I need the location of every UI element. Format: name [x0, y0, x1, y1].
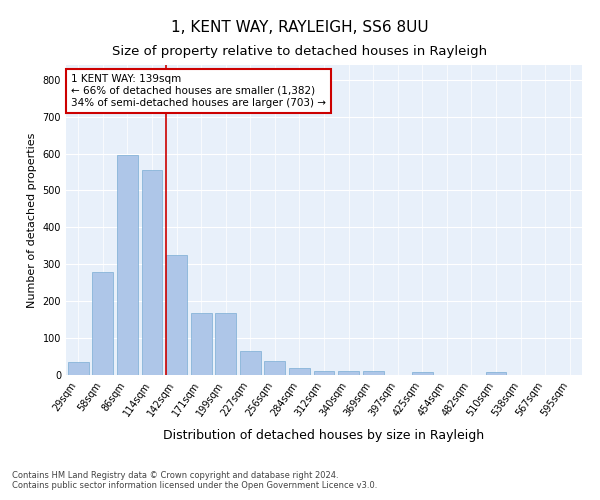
Bar: [412, 372, 433, 375]
Bar: [191, 313, 212, 375]
Bar: [92, 272, 113, 375]
Text: Distribution of detached houses by size in Rayleigh: Distribution of detached houses by size …: [163, 428, 485, 442]
Y-axis label: Number of detached properties: Number of detached properties: [27, 132, 37, 308]
Bar: [117, 156, 138, 375]
Bar: [142, 170, 163, 375]
Text: 1 KENT WAY: 139sqm
← 66% of detached houses are smaller (1,382)
34% of semi-deta: 1 KENT WAY: 139sqm ← 66% of detached hou…: [71, 74, 326, 108]
Bar: [240, 351, 261, 375]
Bar: [289, 368, 310, 375]
Bar: [215, 313, 236, 375]
Text: Size of property relative to detached houses in Rayleigh: Size of property relative to detached ho…: [112, 45, 488, 58]
Text: Contains HM Land Registry data © Crown copyright and database right 2024.
Contai: Contains HM Land Registry data © Crown c…: [12, 470, 377, 490]
Text: 1, KENT WAY, RAYLEIGH, SS6 8UU: 1, KENT WAY, RAYLEIGH, SS6 8UU: [171, 20, 429, 35]
Bar: [265, 362, 286, 375]
Bar: [485, 372, 506, 375]
Bar: [68, 362, 89, 375]
Bar: [166, 255, 187, 375]
Bar: [314, 372, 334, 375]
Bar: [362, 372, 383, 375]
Bar: [338, 372, 359, 375]
